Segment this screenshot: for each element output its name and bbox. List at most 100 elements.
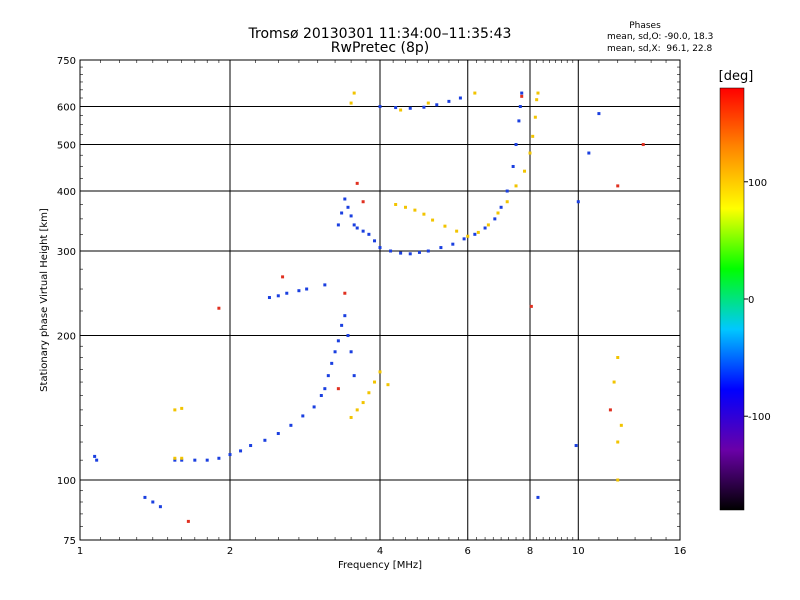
data-point [403,205,407,209]
data-point [399,108,403,112]
data-point [180,406,184,410]
data-point [597,112,601,116]
data-point [355,181,359,185]
data-point [505,189,509,193]
data-point [323,283,327,287]
x-tick-label: 16 [674,546,687,557]
data-point [281,275,285,279]
data-point [518,105,522,109]
data-point [336,223,340,227]
data-point [528,151,532,155]
data-point [361,229,365,233]
data-point [343,314,347,318]
data-point [426,249,430,253]
data-point [330,361,334,365]
data-point [641,143,645,147]
data-point [514,184,518,188]
data-point [529,304,533,308]
data-point [426,101,430,105]
data-point [297,289,301,293]
data-point [612,380,616,384]
colorbar-tick-label: 100 [748,178,767,189]
data-point [483,226,487,230]
data-point [511,164,515,168]
data-point [466,234,470,238]
data-point [523,169,527,173]
data-point [349,101,353,105]
data-point [93,454,97,458]
data-point [336,387,340,391]
data-point [587,151,591,155]
data-point [394,106,398,110]
data-point [285,291,289,295]
data-point [373,380,377,384]
data-point [531,134,535,138]
data-point [399,251,403,255]
data-point [417,250,421,254]
data-point [336,339,340,343]
data-point [378,370,382,374]
x-axis-label: Frequency [MHz] [338,560,422,571]
y-tick-label: 400 [57,187,76,198]
x-tick-label: 10 [572,546,585,557]
data-point [386,383,390,387]
data-point [514,143,518,147]
data-point [326,374,330,378]
data-point [95,458,99,462]
data-point [267,296,271,300]
data-point [301,414,305,418]
data-point [173,458,177,462]
colorbar-tick-label: -100 [748,412,771,423]
data-point [355,408,359,412]
data-point [349,214,353,218]
y-tick-label: 75 [63,536,76,547]
data-point [496,211,500,215]
data-point [276,432,280,436]
data-point [323,387,327,391]
data-point [378,246,382,250]
data-point [378,105,382,109]
data-point [276,294,280,298]
data-point [343,291,347,295]
data-point [576,200,580,204]
data-point [228,453,232,457]
data-point [443,224,447,228]
axis-ticks: 1 2 4 6 8 10 16 75 100 200 300 400 500 600 750 [57,56,686,557]
data-point [458,96,462,100]
data-point [143,495,147,499]
data-point [473,232,477,236]
data-point [217,306,221,310]
y-tick-label: 600 [57,103,76,114]
data-point [352,91,356,95]
data-point [533,115,537,119]
data-point [249,444,253,448]
data-point [499,205,503,209]
phases-stat-x: mean, sd,X: 96.1, 22.8 [607,44,713,54]
data-point [493,217,497,221]
colorbar-label: [deg] [719,69,754,84]
data-point [217,456,221,460]
data-point [349,415,353,419]
data-point [535,98,539,102]
data-point [536,495,540,499]
y-tick-label: 300 [57,247,76,258]
data-point [619,423,623,427]
chart-subtitle: RwPretec (8p) [330,40,430,56]
data-point [373,239,377,243]
data-point [173,408,177,412]
data-point [435,103,439,107]
data-point [312,405,316,409]
data-point [473,91,477,95]
x-tick-label: 6 [465,546,471,557]
data-point [349,350,353,354]
data-point [451,242,455,246]
data-point [367,232,371,236]
data-point [574,444,578,448]
data-point [361,401,365,405]
data-point [608,408,612,412]
data-point [486,223,490,227]
data-point [476,230,480,234]
data-point [180,456,184,460]
x-tick-label: 2 [227,546,233,557]
data-point [186,519,190,523]
